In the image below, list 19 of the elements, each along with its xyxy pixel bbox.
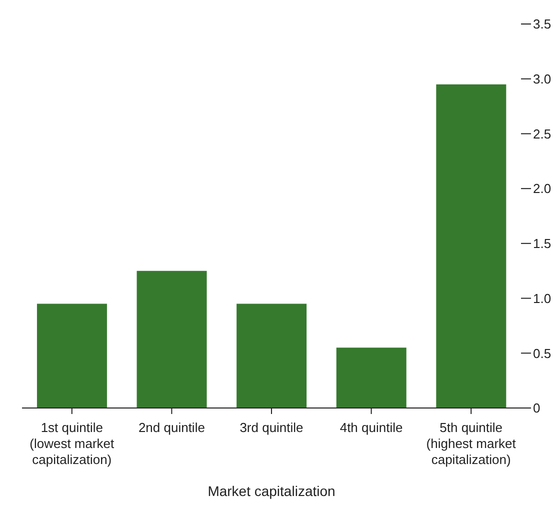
x-tick-label: 5th quintile (highest market capitalization) bbox=[426, 420, 516, 467]
bar bbox=[136, 270, 207, 408]
y-tick-label: 1.5 bbox=[533, 236, 552, 252]
x-tick-label: 4th quintile bbox=[340, 420, 403, 435]
bar bbox=[436, 84, 506, 408]
bar bbox=[236, 304, 307, 408]
y-tick-label: 1.0 bbox=[533, 290, 552, 306]
bar bbox=[36, 304, 107, 408]
x-tick-label: 1st quintile (lowest market capitalization) bbox=[30, 420, 115, 467]
bar bbox=[336, 348, 406, 408]
y-tick-label: 0.5 bbox=[533, 346, 552, 361]
y-tick-label: 2.0 bbox=[533, 181, 552, 196]
x-tick-label: 3rd quintile bbox=[240, 420, 304, 435]
y-tick-label: 3.5 bbox=[533, 16, 552, 32]
y-tick-label: 0 bbox=[533, 400, 540, 416]
x-tick-label: 2nd quintile bbox=[138, 420, 205, 435]
y-tick-label: 3.0 bbox=[533, 71, 552, 86]
x-axis-title: Market capitalization bbox=[208, 483, 336, 499]
y-tick-label: 2.5 bbox=[533, 126, 552, 142]
